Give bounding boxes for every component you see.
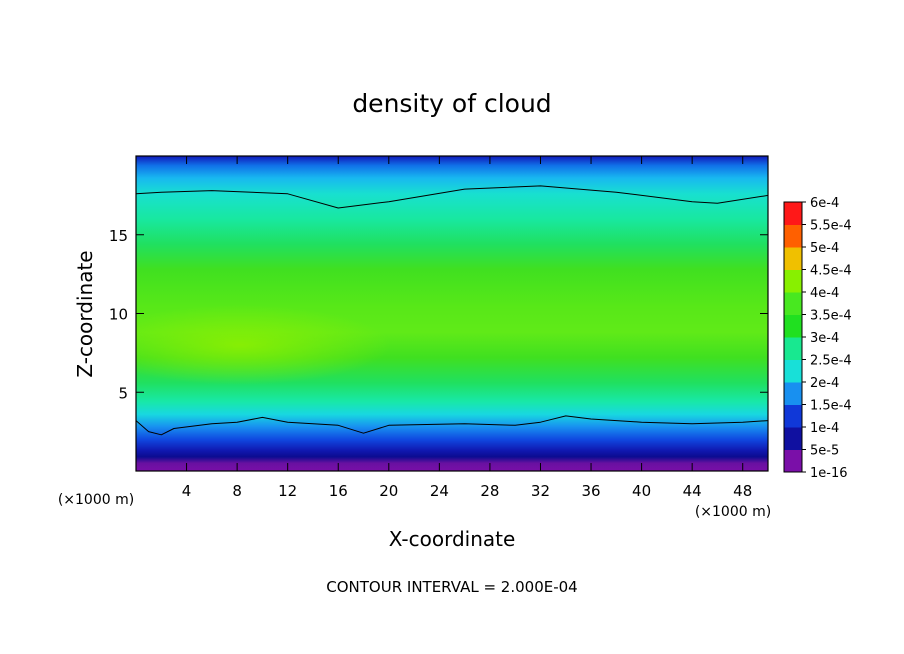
y-tick-label: 15 [109,227,128,245]
colorbar-label: 3e-4 [810,331,839,346]
x-tick-label: 48 [733,482,752,500]
x-tick-label: 36 [581,482,600,500]
colorbar-swatch [784,337,802,360]
y-tick-label: 5 [118,384,128,402]
y-tick-label: 10 [109,306,128,324]
x-unit-left: (×1000 m) [58,492,134,508]
colorbar-swatch [784,202,802,225]
colorbar-label: 6e-4 [810,196,839,211]
colorbar-label: 1e-16 [810,466,848,481]
y-axis: 5 10 15 [109,227,768,402]
colorbar: 1e-16 5e-5 1e-4 1.5e-4 2e-4 2.5e-4 3e-4 3.5e-4 4… [783,196,852,481]
x-tick-label: 8 [232,482,242,500]
x-tick-label: 40 [632,482,651,500]
colorbar-label: 4e-4 [810,286,839,301]
contour-line-2e-4 [136,185,768,209]
colorbar-swatch [784,224,802,248]
colorbar-swatch [784,314,802,338]
x-axis-label: X-coordinate [389,527,516,551]
colorbar-label: 2.5e-4 [810,354,852,369]
colorbar-label: 1e-4 [810,421,839,436]
top-dark-region [270,156,390,186]
contour-lines [136,185,768,436]
contour-line-1e-4 [136,415,768,436]
x-tick-label: 32 [531,482,550,500]
x-tick-label: 28 [480,482,499,500]
colorbar-swatch [784,269,802,293]
y-axis-label: Z-coordinate [73,250,97,377]
colorbar-label: 1.5e-4 [810,399,852,414]
chart-title: density of cloud [352,89,551,118]
colorbar-swatch [784,292,802,315]
x-axis: 4 8 12 16 20 24 28 32 36 40 44 48 [182,156,752,500]
colorbar-swatch [784,359,802,383]
colorbar-swatch [784,427,802,450]
x-tick-label: 12 [278,482,297,500]
x-tick-label: 20 [379,482,398,500]
colorbar-label: 5.5e-4 [810,219,852,234]
x-tick-label: 24 [430,482,449,500]
colorbar-label: 2e-4 [810,376,839,391]
colorbar-swatch [784,247,802,270]
x-tick-label: 44 [683,482,702,500]
colorbar-swatch [784,382,802,405]
x-unit-right: (×1000 m) [695,504,771,520]
colorbar-label: 5e-4 [810,241,839,256]
colorbar-swatch [784,404,802,428]
contour-interval-note: CONTOUR INTERVAL = 2.000E-04 [326,578,577,596]
x-tick-label: 4 [182,482,192,500]
field-peak-region [136,305,390,385]
colorbar-label: 4.5e-4 [810,264,852,279]
colorbar-label: 3.5e-4 [810,309,852,324]
x-tick-label: 16 [329,482,348,500]
plot-area [136,156,768,471]
colorbar-swatch [784,449,802,473]
colorbar-label: 5e-5 [810,444,839,459]
